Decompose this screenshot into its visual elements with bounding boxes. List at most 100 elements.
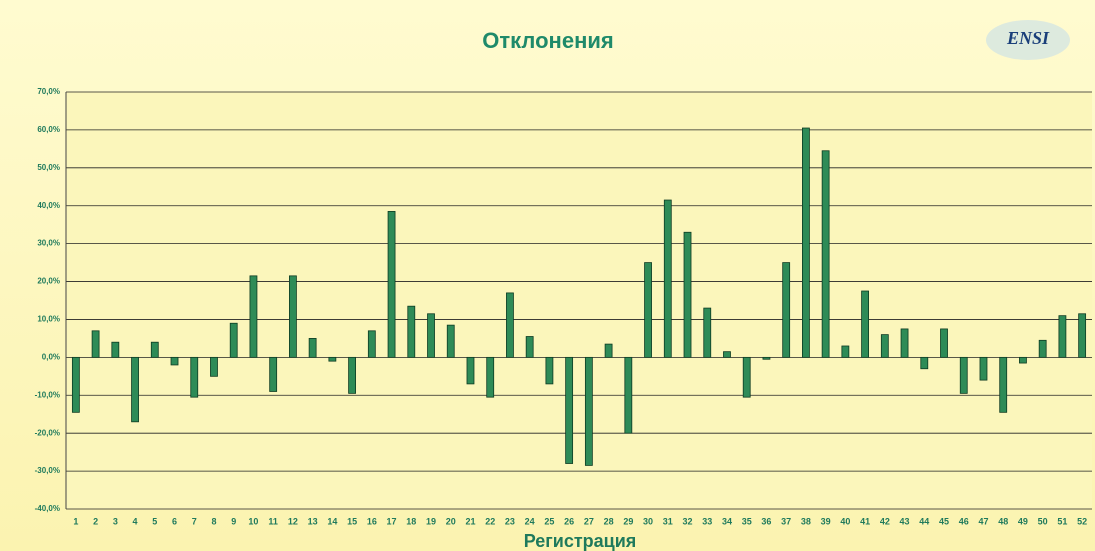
bar bbox=[861, 290, 869, 358]
x-tick-label: 5 bbox=[152, 516, 157, 526]
x-tick-label: 4 bbox=[133, 516, 138, 526]
x-tick-label: 36 bbox=[761, 516, 771, 526]
bar bbox=[91, 330, 100, 358]
bar bbox=[624, 356, 633, 434]
bar bbox=[999, 356, 1008, 413]
x-tick-label: 16 bbox=[367, 516, 377, 526]
logo-map bbox=[986, 20, 1070, 60]
x-tick-label: 46 bbox=[959, 516, 969, 526]
x-tick-label: 14 bbox=[327, 516, 337, 526]
bar bbox=[782, 262, 791, 358]
x-tick-label: 32 bbox=[683, 516, 693, 526]
x-tick-label: 44 bbox=[919, 516, 929, 526]
bar bbox=[802, 127, 810, 358]
bar bbox=[269, 356, 278, 392]
bar bbox=[841, 345, 850, 358]
x-tick-label: 34 bbox=[722, 516, 732, 526]
x-tick-label: 31 bbox=[663, 516, 673, 526]
bar bbox=[328, 356, 337, 362]
x-tick-label: 29 bbox=[623, 516, 633, 526]
x-tick-label: 21 bbox=[465, 516, 475, 526]
x-tick-label: 2 bbox=[93, 516, 98, 526]
x-tick-label: 26 bbox=[564, 516, 574, 526]
x-tick-label: 51 bbox=[1057, 516, 1067, 526]
x-tick-label: 47 bbox=[978, 516, 988, 526]
bar bbox=[742, 356, 751, 398]
x-tick-label: 18 bbox=[406, 516, 416, 526]
x-tick-label: 13 bbox=[308, 516, 318, 526]
bar bbox=[506, 292, 514, 358]
y-tick-label: 60,0% bbox=[37, 125, 60, 134]
bar bbox=[821, 150, 830, 358]
bar bbox=[979, 356, 988, 381]
x-tick-label: 9 bbox=[231, 516, 236, 526]
bar bbox=[190, 356, 199, 398]
bar bbox=[1058, 315, 1067, 358]
bar bbox=[446, 324, 455, 358]
bar bbox=[71, 356, 80, 413]
bar bbox=[880, 334, 889, 358]
bar bbox=[940, 328, 948, 358]
bar bbox=[723, 351, 731, 358]
bar bbox=[348, 356, 356, 394]
y-tick-label: -20,0% bbox=[35, 428, 60, 437]
bar bbox=[387, 211, 396, 358]
bar bbox=[1038, 339, 1047, 358]
x-tick-label: 28 bbox=[604, 516, 614, 526]
x-axis-label: Регистрация bbox=[524, 531, 637, 551]
bar bbox=[111, 341, 120, 358]
bar bbox=[249, 275, 258, 358]
bar bbox=[644, 262, 652, 358]
x-tick-label: 39 bbox=[821, 516, 831, 526]
y-tick-label: -10,0% bbox=[35, 390, 60, 399]
x-tick-label: 12 bbox=[288, 516, 298, 526]
x-tick-label: 38 bbox=[801, 516, 811, 526]
bar bbox=[900, 328, 909, 358]
x-tick-label: 24 bbox=[525, 516, 535, 526]
plot-area bbox=[66, 92, 1092, 509]
logo: ENSI bbox=[1006, 28, 1050, 48]
bar bbox=[683, 231, 692, 358]
x-tick-label: 11 bbox=[268, 516, 278, 526]
x-tick-label: 45 bbox=[939, 516, 949, 526]
bar bbox=[170, 356, 179, 366]
y-tick-label: 10,0% bbox=[37, 315, 60, 324]
x-tick-label: 20 bbox=[446, 516, 456, 526]
y-tick-label: 30,0% bbox=[37, 239, 60, 248]
bar bbox=[150, 341, 159, 358]
x-tick-label: 8 bbox=[211, 516, 216, 526]
x-tick-label: 37 bbox=[781, 516, 791, 526]
bar bbox=[1019, 356, 1027, 364]
bar bbox=[545, 356, 554, 385]
bar bbox=[1078, 313, 1087, 358]
x-tick-label: 41 bbox=[860, 516, 870, 526]
x-tick-label: 7 bbox=[192, 516, 197, 526]
y-tick-label: 50,0% bbox=[37, 163, 60, 172]
bar bbox=[131, 356, 139, 423]
x-tick-label: 35 bbox=[742, 516, 752, 526]
x-tick-label: 23 bbox=[505, 516, 515, 526]
bar bbox=[959, 356, 968, 394]
x-tick-label: 40 bbox=[840, 516, 850, 526]
x-tick-label: 1 bbox=[73, 516, 78, 526]
bar bbox=[565, 356, 574, 464]
x-tick-label: 43 bbox=[900, 516, 910, 526]
bar bbox=[229, 322, 238, 358]
x-tick-label: 25 bbox=[544, 516, 554, 526]
x-tick-label: 17 bbox=[387, 516, 397, 526]
bar bbox=[407, 305, 416, 358]
x-tick-label: 52 bbox=[1077, 516, 1087, 526]
bar bbox=[210, 356, 218, 377]
x-tick-label: 30 bbox=[643, 516, 653, 526]
x-tick-label: 6 bbox=[172, 516, 177, 526]
y-tick-label: -40,0% bbox=[35, 504, 60, 513]
x-tick-label: 33 bbox=[702, 516, 712, 526]
x-tick-label: 15 bbox=[347, 516, 357, 526]
y-tick-label: -30,0% bbox=[35, 466, 60, 475]
bar bbox=[604, 343, 613, 358]
x-tick-label: 49 bbox=[1018, 516, 1028, 526]
x-tick-label: 19 bbox=[426, 516, 436, 526]
bar bbox=[289, 275, 297, 358]
bar bbox=[703, 307, 712, 358]
bar bbox=[427, 313, 435, 358]
